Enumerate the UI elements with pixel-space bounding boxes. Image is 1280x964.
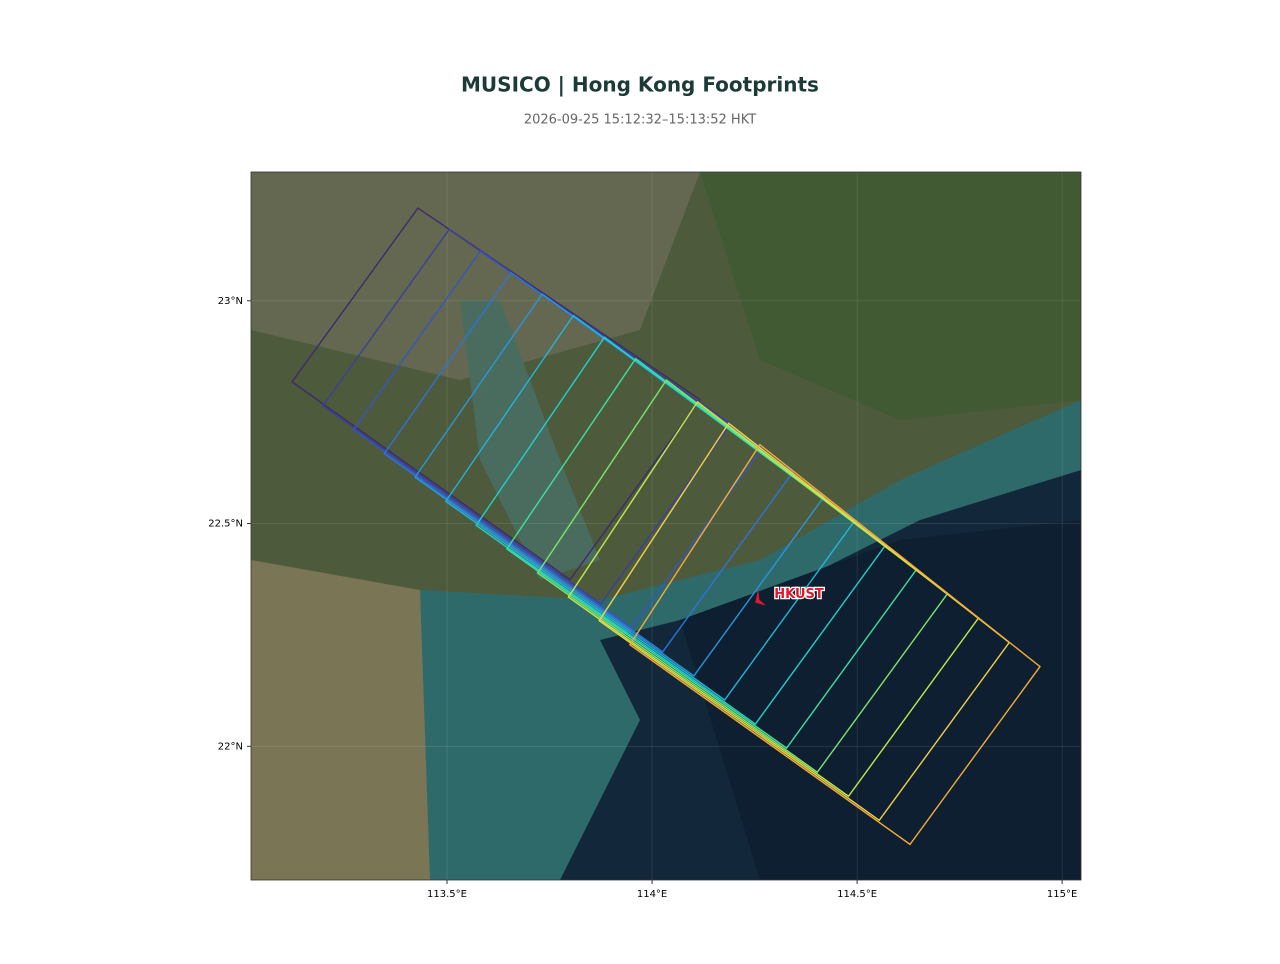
hkust-marker [755,588,767,606]
footprint [291,207,702,581]
y-tick-label: 22.5°N [208,519,243,530]
hkust-label: HKUST [774,587,824,602]
x-tick-label: 114.5°E [837,889,877,900]
y-tick-label: 23°N [218,296,243,307]
footprint [628,443,1041,846]
x-tick-label: 114°E [637,889,667,900]
basemap [251,172,1081,880]
footprint [598,422,1011,822]
subtitle: 2026-09-25 15:12:32–15:13:52 HKT [524,113,756,128]
x-tick-label: 113.5°E [427,889,467,900]
y-tick-label: 22°N [218,741,243,752]
x-tick-label: 115°E [1047,889,1077,900]
title: MUSICO | Hong Kong Footprints [461,73,819,97]
map-frame [250,171,1082,881]
